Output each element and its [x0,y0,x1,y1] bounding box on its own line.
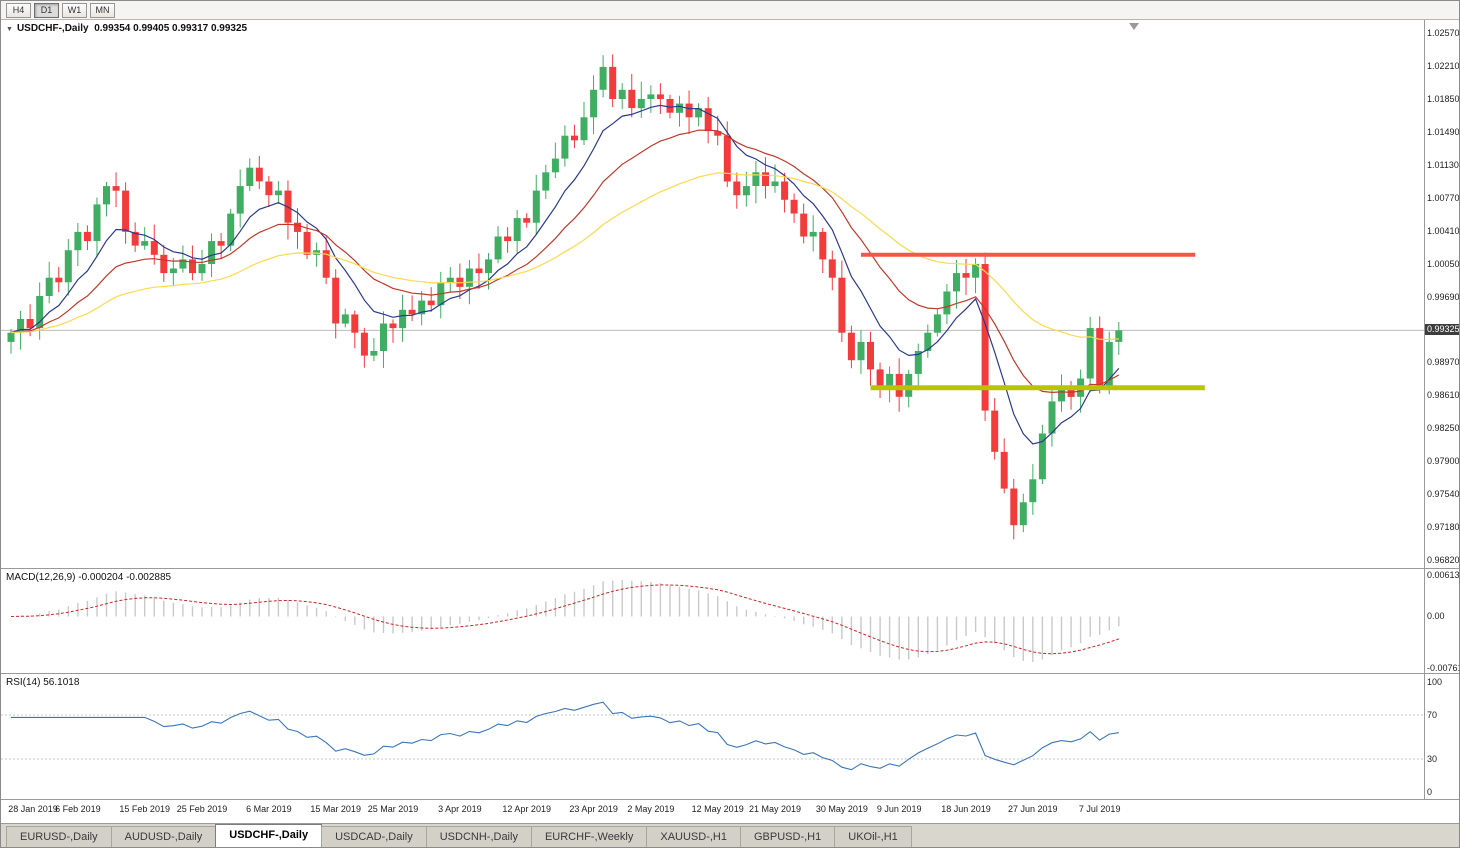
price-axis-label: 1.01850 [1427,93,1460,104]
macd-axis-label: 0.00613 [1427,569,1460,580]
price-axis-label: 1.01130 [1427,159,1459,170]
rsi-axis-label: 70 [1427,709,1438,720]
chart-tab-eurchf-weekly[interactable]: EURCHF-,Weekly [530,826,648,847]
price-axis-label: 0.98970 [1427,357,1460,368]
macd-signal-line [10,584,1119,655]
date-axis-label: 25 Mar 2019 [367,804,419,814]
timeframe-button-d1[interactable]: D1 [34,2,59,18]
price-axis-label: 0.98610 [1427,390,1460,401]
price-axis-label: 1.01490 [1427,126,1460,137]
chart-tab-xauusd-h1[interactable]: XAUUSD-,H1 [646,826,741,847]
price-axis-label: 0.98250 [1427,423,1460,434]
date-axis-label: 21 May 2019 [748,804,802,814]
current-price-tag: 0.99325 [1425,324,1460,336]
date-axis-label: 27 Jun 2019 [1008,804,1058,814]
rsi-axis-label: 30 [1427,753,1438,764]
macd-axis[interactable]: 0.00613 0.00 -0.00761 [1424,569,1459,673]
price-axis-label: 1.00050 [1427,258,1460,269]
rsi-axis-label: 0 [1427,786,1433,797]
date-axis-label: 3 Apr 2019 [438,804,482,814]
chart-tab-usdcad-daily[interactable]: USDCAD-,Daily [321,826,427,847]
timeframe-button-w1[interactable]: W1 [62,2,87,18]
date-axis-label: 30 May 2019 [815,804,868,814]
moving-average-8[interactable] [10,104,1120,445]
chart-tab-audusd-daily[interactable]: AUDUSD-,Daily [110,826,217,847]
date-axis-label: 2 May 2019 [627,804,675,814]
moving-average-40[interactable] [10,172,1119,341]
macd-axis-label: -0.00761 [1427,662,1460,673]
price-axis-label: 1.00410 [1427,225,1460,236]
timeframe-button-h4[interactable]: H4 [6,2,31,18]
main-chart-canvas[interactable] [1,20,1426,568]
date-axis-label: 6 Mar 2019 [246,804,292,814]
chart-tab-ukoil-h1[interactable]: UKOil-,H1 [834,826,912,847]
rsi-indicator-panel: RSI(14) 56.1018 100 70 30 0 [1,673,1459,799]
date-axis-label: 15 Feb 2019 [119,804,170,814]
moving-average-18[interactable] [10,129,1120,394]
price-axis-label: 1.02210 [1427,60,1460,71]
date-axis[interactable]: 28 Jan 2019 6 Feb 2019 15 Feb 2019 25 Feb 2… [1,799,1459,819]
price-axis-label: 0.97540 [1427,488,1460,499]
macd-axis-label: 0.00 [1427,611,1445,621]
date-axis-label: 9 Jun 2019 [876,804,922,814]
date-axis-label: 7 Jul 2019 [1078,804,1121,814]
date-axis-label: 23 Apr 2019 [569,804,618,814]
macd-histogram [19,579,1120,662]
rsi-axis[interactable]: 100 70 30 0 [1424,674,1459,799]
chart-tab-gbpusd-h1[interactable]: GBPUSD-,H1 [740,826,836,847]
macd-indicator-panel: MACD(12,26,9) -0.000204 -0.002885 0.0061… [1,568,1459,673]
timeframe-toolbar: H4 D1 W1 MN [1,1,1459,20]
candlesticks [7,54,1123,540]
timeframe-button-mn[interactable]: MN [90,2,115,18]
chart-shift-marker-icon[interactable] [1129,23,1139,30]
date-axis-label: 12 May 2019 [691,804,744,814]
chart-tab-usdcnh-daily[interactable]: USDCNH-,Daily [425,826,532,847]
date-axis-label: 25 Feb 2019 [176,804,228,814]
date-axis-label: 28 Jan 2019 [8,804,58,814]
rsi-line [11,701,1119,771]
date-axis-label: 6 Feb 2019 [55,804,101,814]
chart-tab-eurusd-daily[interactable]: EURUSD-,Daily [6,826,112,847]
price-axis-label: 1.02570 [1427,27,1460,38]
price-axis-label: 1.00770 [1427,192,1460,203]
price-axis-label: 0.99690 [1427,291,1460,302]
collapse-chart-icon[interactable]: ▼ [6,26,13,33]
price-axis-label: 0.96820 [1427,554,1460,565]
chart-tab-usdchf-daily[interactable]: USDCHF-,Daily [215,824,323,847]
date-axis-label: 18 Jun 2019 [941,804,991,814]
price-axis[interactable]: 0.99325 1.02570 1.02210 1.01850 1.01490 1.01… [1424,20,1459,568]
date-axis-label: 12 Apr 2019 [502,804,551,814]
price-axis-label: 0.97900 [1427,455,1460,466]
rsi-axis-label: 100 [1427,676,1443,687]
date-axis-label: 15 Mar 2019 [310,804,361,814]
price-axis-label: 0.97180 [1427,521,1460,532]
main-chart-panel: ▼ USDCHF-,Daily 0.99354 0.99405 0.99317 0… [1,20,1459,568]
rsi-canvas[interactable] [1,674,1426,799]
chart-tab-bar: EURUSD-,Daily AUDUSD-,Daily USDCHF-,Daily U… [1,823,1459,847]
macd-canvas[interactable] [1,569,1426,673]
